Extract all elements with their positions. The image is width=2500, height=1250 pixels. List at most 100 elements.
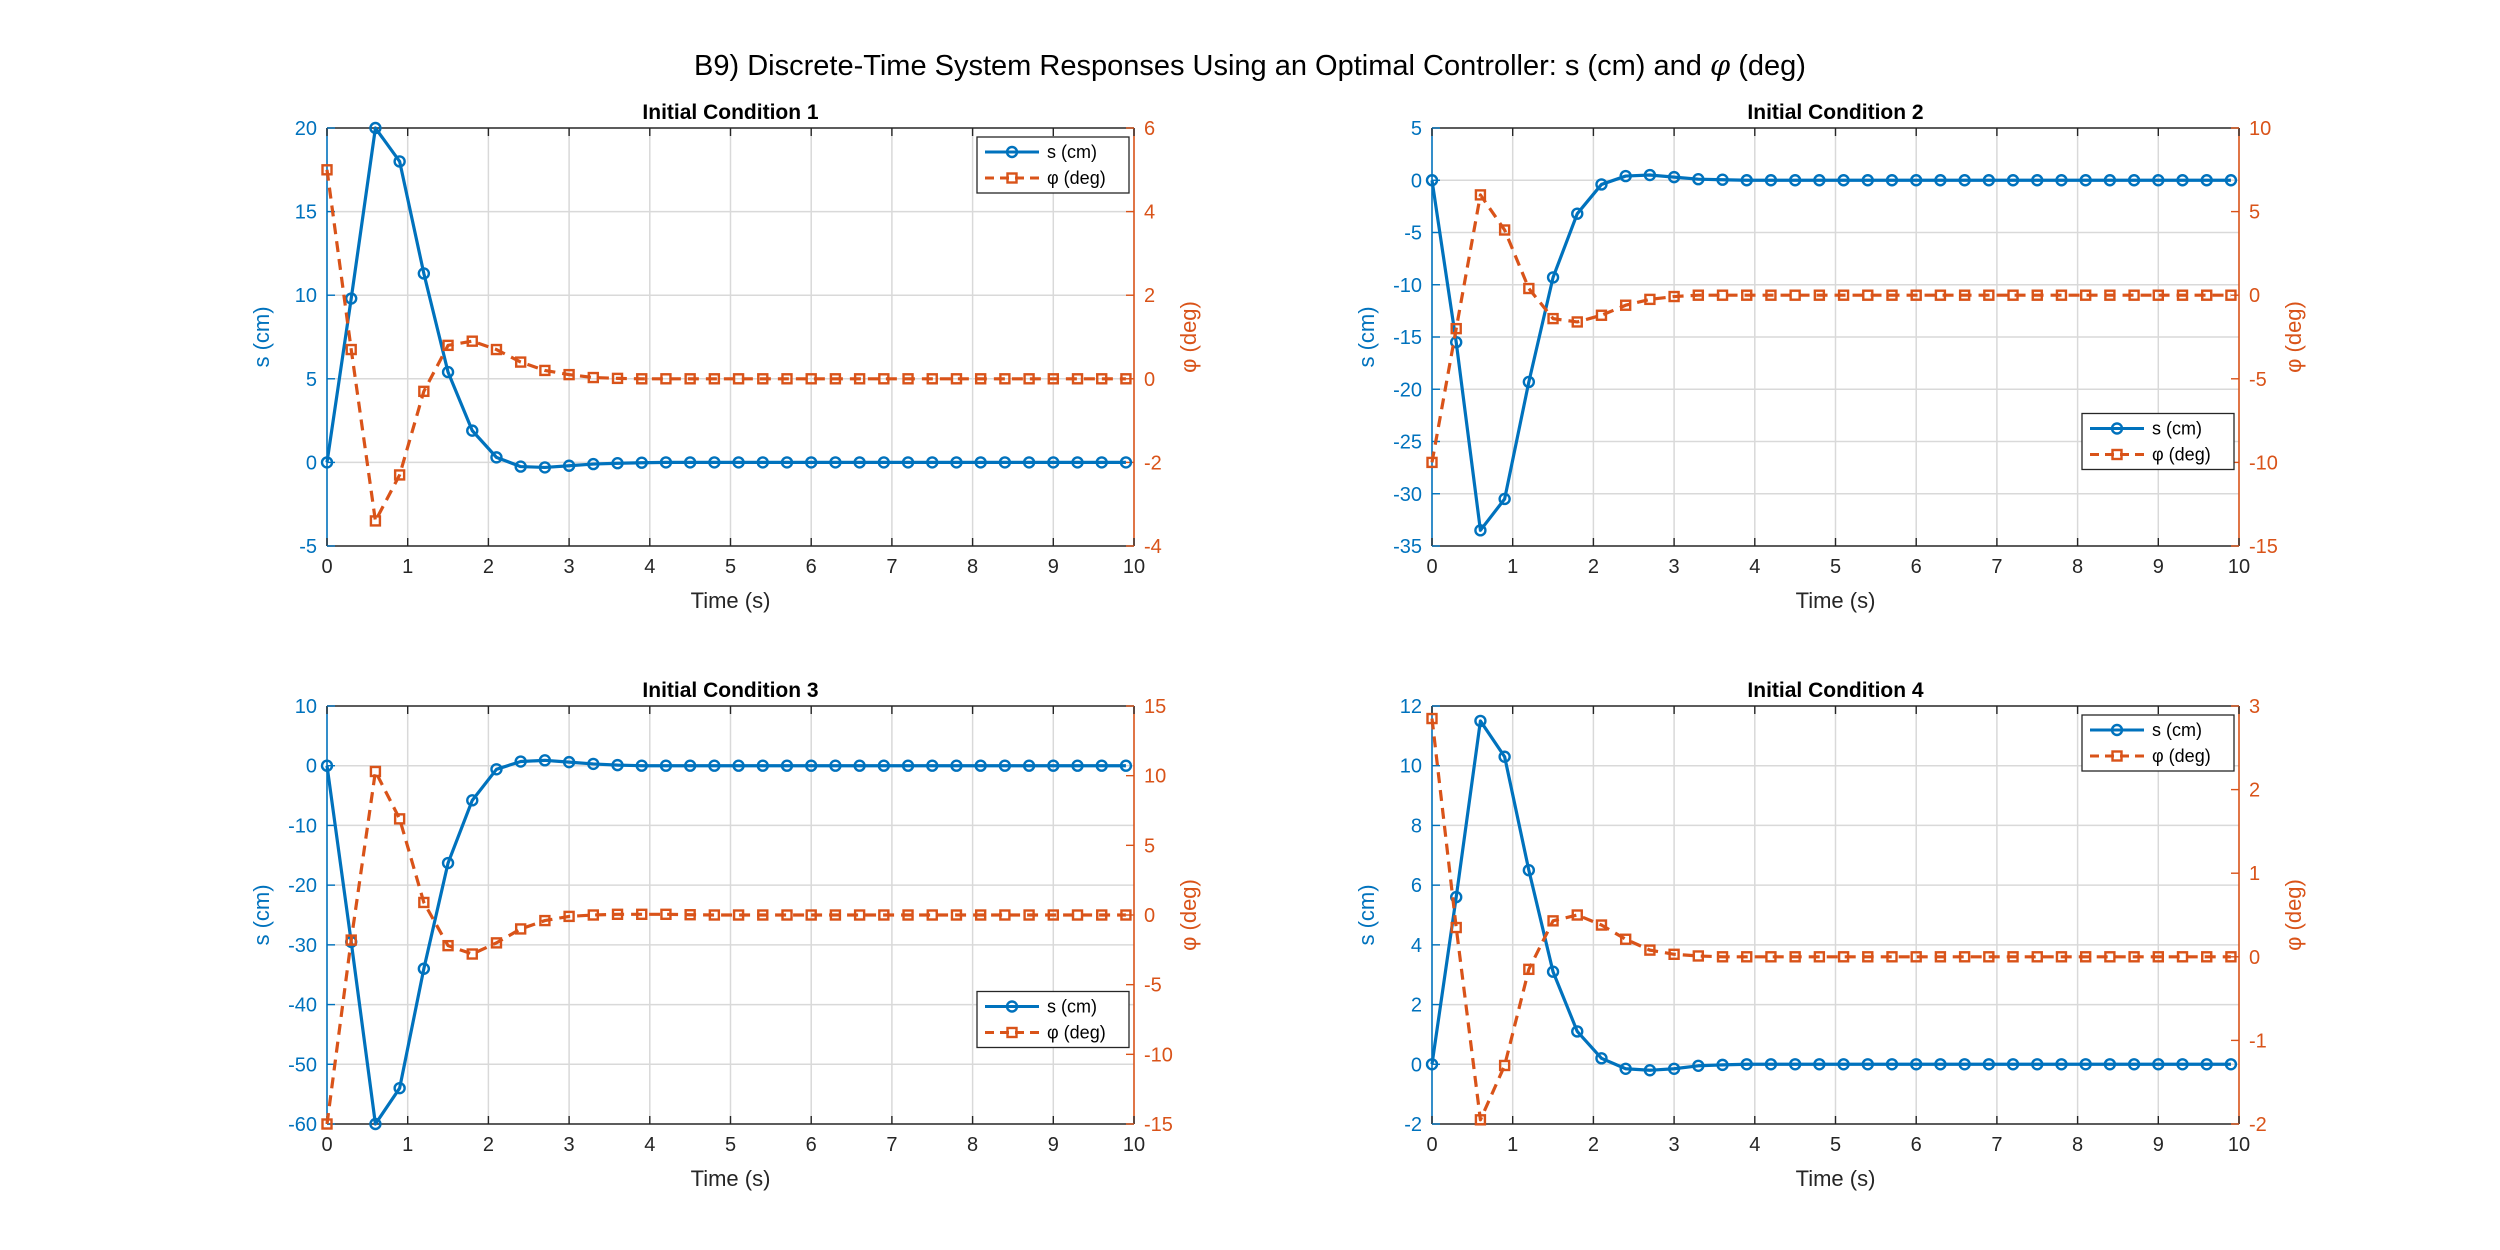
data-point-phi: [514, 356, 527, 368]
data-point-phi: [2079, 951, 2092, 963]
y-tick-label-right: 0: [2249, 947, 2260, 969]
data-point-s: [587, 457, 600, 471]
data-point-phi: [660, 908, 672, 921]
legend-label: s (cm): [2152, 418, 2202, 438]
data-point-phi: [2055, 951, 2068, 963]
data-point-s: [514, 460, 527, 473]
data-point-s: [2224, 174, 2238, 187]
data-point-phi: [926, 373, 938, 385]
data-point-phi: [393, 813, 406, 825]
data-point-s: [1071, 456, 1084, 469]
data-point-s: [1813, 1058, 1826, 1071]
data-point-phi: [636, 908, 648, 921]
data-point-phi: [1571, 909, 1583, 921]
y-tick-label-left: 2: [1411, 995, 1422, 1017]
data-point-s: [708, 759, 721, 772]
data-point-phi: [1096, 373, 1108, 385]
data-point-phi: [684, 373, 696, 385]
data-point-phi: [829, 909, 842, 921]
legend-label: φ (deg): [2152, 444, 2211, 464]
data-point-phi: [1023, 909, 1035, 921]
data-point-phi: [442, 339, 454, 352]
data-point-s: [1071, 759, 1084, 772]
legend-marker: [2110, 723, 2124, 737]
x-tick-label: 3: [1669, 1134, 1680, 1156]
data-point-phi: [2031, 951, 2043, 963]
data-point-s: [1619, 1062, 1632, 1075]
y-tick-label-right: -2: [1144, 452, 1162, 474]
y-tick-label-left: -15: [1393, 327, 1422, 349]
x-tick-label: 4: [644, 556, 655, 578]
data-point-s: [2200, 174, 2213, 187]
data-point-s: [683, 759, 697, 772]
legend-box: [2081, 714, 2235, 772]
data-point-s: [780, 759, 794, 772]
data-point-s: [490, 451, 503, 464]
data-point-phi: [1547, 312, 1559, 325]
data-point-s: [2006, 1058, 2020, 1071]
data-point-s: [950, 759, 963, 772]
y-axis-label-left: s (cm): [249, 306, 274, 367]
data-point-s: [2152, 1058, 2165, 1071]
data-point-s: [1934, 174, 1947, 187]
series-line: [325, 126, 1126, 470]
data-point-s: [1522, 375, 1536, 389]
x-tick-label: 0: [1426, 1134, 1437, 1156]
data-point-phi: [878, 373, 890, 385]
data-point-s: [1047, 456, 1060, 469]
y-tick-label-left: -20: [288, 875, 317, 897]
data-point-s: [393, 1081, 406, 1095]
legend-marker: [1006, 172, 1018, 184]
series-phi: [1426, 712, 2237, 1126]
data-point-phi: [1071, 909, 1084, 921]
data-point-s: [1667, 1062, 1681, 1075]
data-point-s: [1498, 492, 1511, 506]
data-point-s: [1716, 173, 1729, 186]
data-point-s: [950, 456, 963, 469]
data-point-s: [2031, 1058, 2044, 1071]
data-point-s: [805, 759, 818, 772]
x-tick-label: 3: [564, 556, 575, 578]
data-point-s: [1982, 1058, 1996, 1071]
data-point-s: [683, 456, 697, 469]
x-tick-label: 1: [1507, 556, 1518, 578]
x-tick-label: 1: [402, 1134, 413, 1156]
x-axis-label: Time (s): [1796, 1166, 1876, 1191]
x-tick-label: 6: [1911, 1134, 1922, 1156]
data-point-phi: [1426, 712, 1438, 725]
y-tick-label-left: 0: [306, 452, 317, 474]
data-point-s: [1643, 1064, 1657, 1077]
y-tick-label-right: 4: [1144, 202, 1155, 224]
subplot-3: 0 1 2 3 4 5 6 7 8 9 10-60-50-40-30-20-10010-15-10-…: [249, 679, 1201, 1191]
legend: s (cm) φ (deg): [2081, 714, 2235, 772]
y-tick-label-left: -10: [1393, 275, 1422, 297]
data-point-s: [320, 456, 334, 469]
x-tick-label: 10: [2228, 1134, 2250, 1156]
data-point-phi: [369, 515, 382, 527]
y-axis-label-left: s (cm): [1354, 306, 1379, 367]
data-point-s: [538, 754, 552, 767]
data-point-phi: [345, 934, 357, 946]
y-tick-label-right: -5: [1144, 975, 1162, 997]
series-s: [320, 121, 1133, 474]
x-tick-label: 0: [321, 556, 332, 578]
data-point-phi: [611, 372, 624, 385]
data-point-s: [1047, 759, 1060, 772]
data-point-phi: [2225, 289, 2237, 301]
data-point-phi: [1716, 951, 1729, 963]
subplot-title: Initial Condition 2: [1747, 101, 1923, 124]
data-point-s: [1595, 1052, 1608, 1065]
data-point-s: [805, 456, 818, 469]
data-point-phi: [1644, 944, 1656, 956]
data-point-phi: [757, 909, 769, 921]
data-point-s: [1788, 1058, 1802, 1071]
data-point-s: [2176, 1058, 2189, 1071]
data-point-phi: [1071, 373, 1084, 385]
data-point-phi: [999, 373, 1011, 385]
data-point-phi: [1474, 189, 1487, 201]
data-point-phi: [1595, 309, 1608, 321]
data-point-phi: [1716, 289, 1729, 301]
data-point-s: [829, 456, 842, 469]
